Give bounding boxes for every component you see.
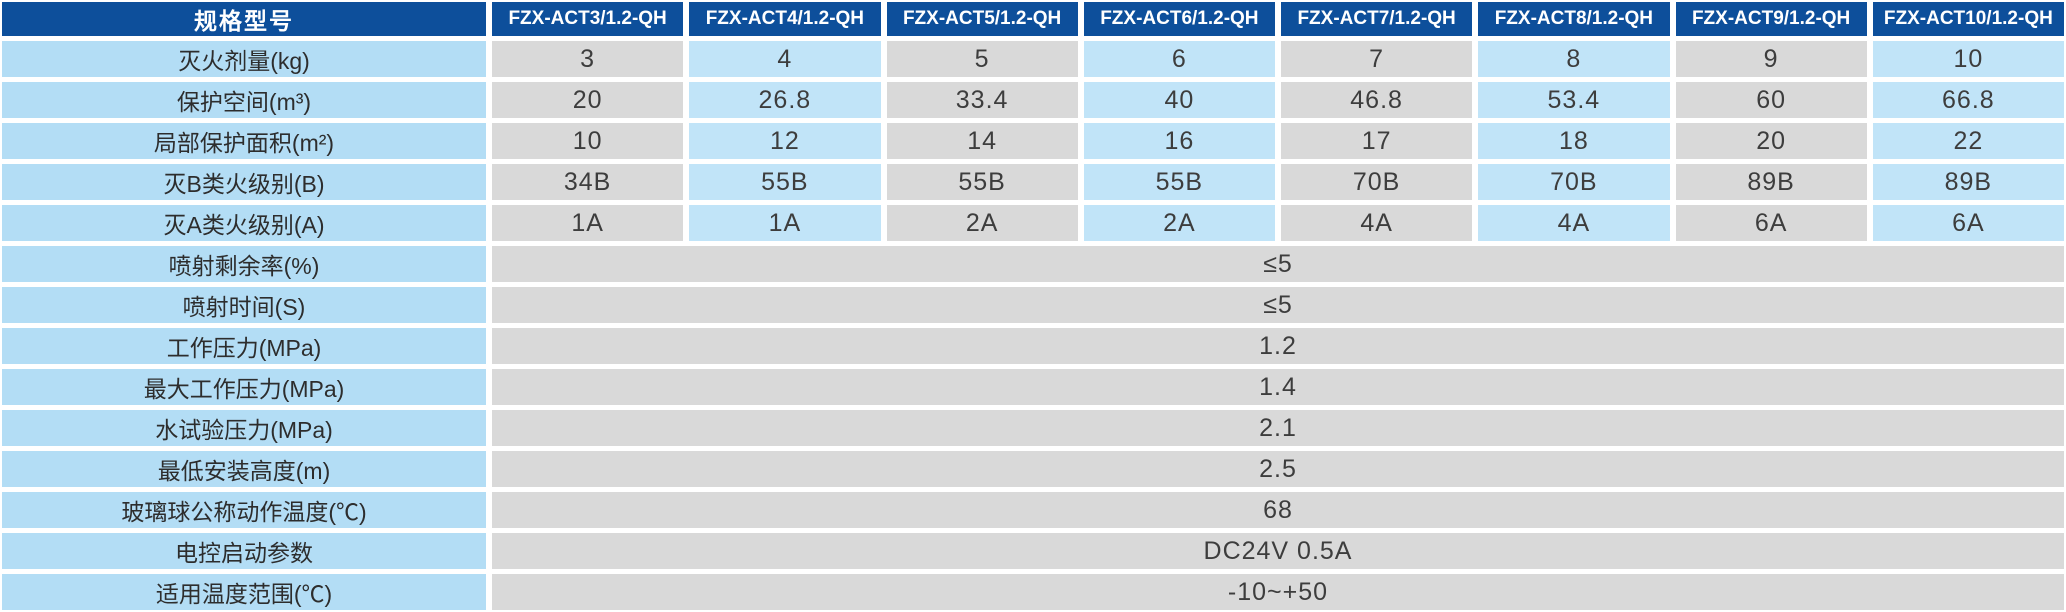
row-label-cell: 保护空间(m³) (2, 82, 486, 118)
table-row: 水试验压力(MPa) 2.1 (2, 410, 2064, 446)
table-row: 最低安装高度(m) 2.5 (2, 451, 2064, 487)
value-cell: 18 (1478, 123, 1670, 159)
table-row: 灭B类火级别(B) 34B 55B 55B 55B 70B 70B 89B 89… (2, 164, 2064, 200)
row-label-cell: 适用温度范围(℃) (2, 574, 486, 610)
table-row: 局部保护面积(m²) 10 12 14 16 17 18 20 22 (2, 123, 2064, 159)
value-cell: 10 (492, 123, 684, 159)
row-label-cell: 灭B类火级别(B) (2, 164, 486, 200)
value-cell: 20 (492, 82, 684, 118)
value-cell: 33.4 (886, 82, 1078, 118)
row-label-cell: 最低安装高度(m) (2, 451, 486, 487)
model-header-cell: FZX-ACT7/1.2-QH (1281, 2, 1473, 36)
merged-value-cell: 1.2 (492, 328, 2064, 364)
value-cell: 70B (1281, 164, 1473, 200)
value-cell: 1A (492, 205, 684, 241)
value-cell: 89B (1872, 164, 2064, 200)
merged-value-cell: -10~+50 (492, 574, 2064, 610)
value-cell: 60 (1675, 82, 1867, 118)
value-cell: 46.8 (1281, 82, 1473, 118)
model-header-cell: FZX-ACT10/1.2-QH (1872, 2, 2064, 36)
row-label-cell: 电控启动参数 (2, 533, 486, 569)
model-header-cell: FZX-ACT3/1.2-QH (492, 2, 684, 36)
value-cell: 2A (1083, 205, 1275, 241)
model-header-cell: FZX-ACT8/1.2-QH (1478, 2, 1670, 36)
value-cell: 4A (1478, 205, 1670, 241)
row-label-cell: 玻璃球公称动作温度(℃) (2, 492, 486, 528)
model-header-cell: FZX-ACT9/1.2-QH (1675, 2, 1867, 36)
merged-value-cell: 68 (492, 492, 2064, 528)
value-cell: 70B (1478, 164, 1670, 200)
value-cell: 40 (1083, 82, 1275, 118)
row-label-cell: 最大工作压力(MPa) (2, 369, 486, 405)
merged-value-cell: ≤5 (492, 246, 2064, 282)
table-row: 保护空间(m³) 20 26.8 33.4 40 46.8 53.4 60 66… (2, 82, 2064, 118)
value-cell: 6A (1872, 205, 2064, 241)
value-cell: 14 (886, 123, 1078, 159)
row-label-cell: 工作压力(MPa) (2, 328, 486, 364)
merged-value-cell: 1.4 (492, 369, 2064, 405)
spec-header-cell: 规格型号 (2, 2, 486, 36)
value-cell: 4 (689, 41, 881, 77)
model-header-cell: FZX-ACT5/1.2-QH (886, 2, 1078, 36)
merged-value-cell: ≤5 (492, 287, 2064, 323)
value-cell: 2A (886, 205, 1078, 241)
row-label-cell: 灭火剂量(kg) (2, 41, 486, 77)
value-cell: 34B (492, 164, 684, 200)
row-label-cell: 喷射剩余率(%) (2, 246, 486, 282)
model-header-cell: FZX-ACT4/1.2-QH (689, 2, 881, 36)
value-cell: 8 (1478, 41, 1670, 77)
value-cell: 5 (886, 41, 1078, 77)
merged-value-cell: DC24V 0.5A (492, 533, 2064, 569)
value-cell: 7 (1281, 41, 1473, 77)
value-cell: 26.8 (689, 82, 881, 118)
value-cell: 3 (492, 41, 684, 77)
value-cell: 55B (886, 164, 1078, 200)
value-cell: 17 (1281, 123, 1473, 159)
value-cell: 66.8 (1872, 82, 2064, 118)
value-cell: 4A (1281, 205, 1473, 241)
table-row: 电控启动参数 DC24V 0.5A (2, 533, 2064, 569)
table-row: 喷射时间(S) ≤5 (2, 287, 2064, 323)
table-row: 最大工作压力(MPa) 1.4 (2, 369, 2064, 405)
value-cell: 9 (1675, 41, 1867, 77)
value-cell: 53.4 (1478, 82, 1670, 118)
row-label-cell: 局部保护面积(m²) (2, 123, 486, 159)
table-row: 玻璃球公称动作温度(℃) 68 (2, 492, 2064, 528)
value-cell: 12 (689, 123, 881, 159)
table-row: 喷射剩余率(%) ≤5 (2, 246, 2064, 282)
value-cell: 20 (1675, 123, 1867, 159)
merged-value-cell: 2.1 (492, 410, 2064, 446)
row-label-cell: 灭A类火级别(A) (2, 205, 486, 241)
row-label-cell: 水试验压力(MPa) (2, 410, 486, 446)
value-cell: 55B (1083, 164, 1275, 200)
header-row: 规格型号 FZX-ACT3/1.2-QH FZX-ACT4/1.2-QH FZX… (2, 2, 2064, 36)
value-cell: 1A (689, 205, 881, 241)
value-cell: 6A (1675, 205, 1867, 241)
table-row: 灭A类火级别(A) 1A 1A 2A 2A 4A 4A 6A 6A (2, 205, 2064, 241)
merged-value-cell: 2.5 (492, 451, 2064, 487)
model-header-cell: FZX-ACT6/1.2-QH (1083, 2, 1275, 36)
value-cell: 6 (1083, 41, 1275, 77)
row-label-cell: 喷射时间(S) (2, 287, 486, 323)
table-row: 灭火剂量(kg) 3 4 5 6 7 8 9 10 (2, 41, 2064, 77)
table-row: 适用温度范围(℃) -10~+50 (2, 574, 2064, 610)
value-cell: 22 (1872, 123, 2064, 159)
value-cell: 89B (1675, 164, 1867, 200)
value-cell: 55B (689, 164, 881, 200)
value-cell: 10 (1872, 41, 2064, 77)
value-cell: 16 (1083, 123, 1275, 159)
table-row: 工作压力(MPa) 1.2 (2, 328, 2064, 364)
